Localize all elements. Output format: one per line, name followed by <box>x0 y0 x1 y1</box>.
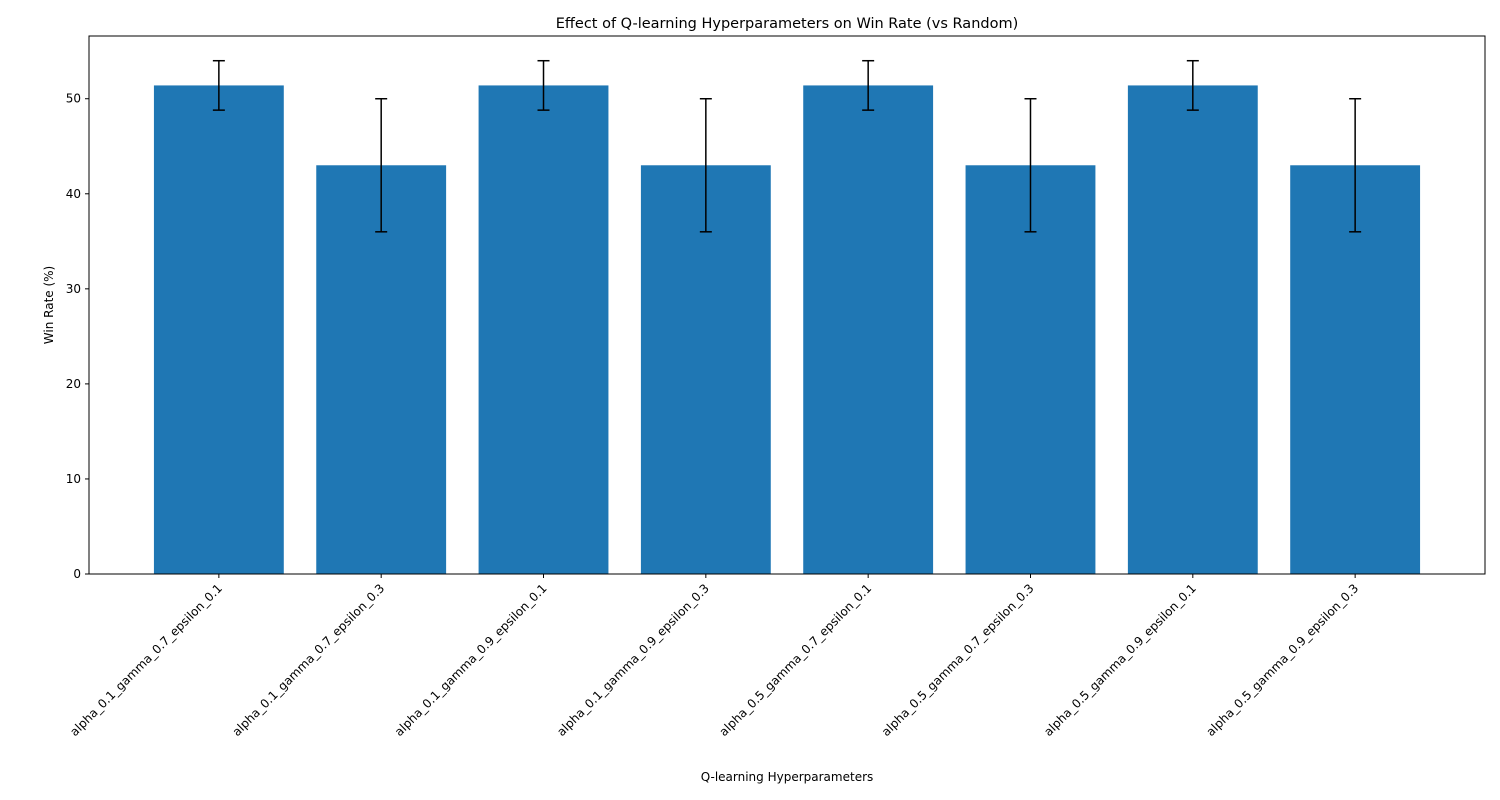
bar <box>478 85 609 575</box>
bar <box>316 165 447 574</box>
chart-title: Effect of Q-learning Hyperparameters on … <box>556 16 1019 32</box>
x-axis-label: Q-learning Hyperparameters <box>701 770 874 784</box>
y-tick-label: 40 <box>66 187 81 201</box>
y-axis-label: Win Rate (%) <box>42 266 56 344</box>
y-tick-label: 30 <box>66 282 81 296</box>
y-tick-label: 0 <box>73 567 81 581</box>
bar <box>1127 85 1258 575</box>
bar <box>1290 165 1421 574</box>
y-tick-label: 10 <box>66 472 81 486</box>
bar <box>803 85 934 575</box>
y-tick-label: 50 <box>66 92 81 106</box>
plot-frame <box>88 35 1486 575</box>
bar <box>153 85 284 575</box>
bar <box>640 165 771 574</box>
bar <box>965 165 1096 574</box>
y-tick-label: 20 <box>66 377 81 391</box>
